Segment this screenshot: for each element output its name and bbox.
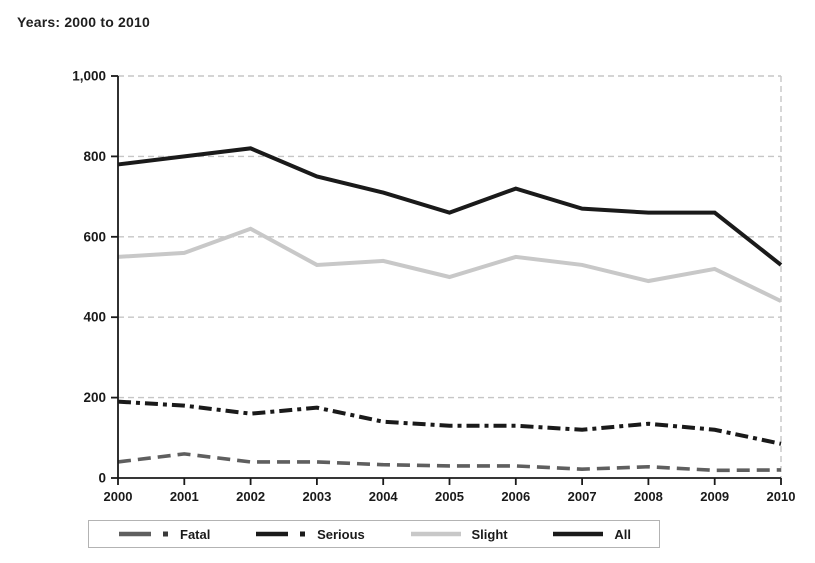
line-chart: 0 200 400 600 800 1,000 2000 2001 2002 2003 2004 20… <box>72 69 796 505</box>
x-axis-tick-label: 2009 <box>700 489 729 504</box>
legend-label-fatal: Fatal <box>180 526 211 542</box>
series-line-serious <box>117 399 782 446</box>
legend-label-serious: Serious <box>317 526 365 542</box>
x-axis-tick-label: 2008 <box>634 489 663 504</box>
x-axis-tick-label: 2003 <box>302 489 331 504</box>
serious-line-swatch-icon <box>256 531 306 537</box>
x-axis-tick-label: 2010 <box>767 489 796 504</box>
y-axis-tick-label: 1,000 <box>72 69 106 84</box>
legend-label-all: All <box>614 526 631 542</box>
fatal-line-swatch-icon <box>119 531 168 537</box>
x-axis-tick-label: 2005 <box>435 489 464 504</box>
y-axis-tick-label: 400 <box>83 310 106 325</box>
series-line-slight <box>117 226 782 303</box>
x-axis-tick-label: 2002 <box>236 489 265 504</box>
all-line-swatch-icon <box>553 531 604 537</box>
y-axis-tick-label: 600 <box>83 229 106 244</box>
chart-title: Years: 2000 to 2010 <box>17 14 151 30</box>
legend-item-fatal: Fatal <box>117 527 210 542</box>
x-axis-tick-label: 2006 <box>501 489 530 504</box>
y-axis-tick-label: 200 <box>83 390 106 405</box>
y-axis-tick-label: 0 <box>98 471 106 486</box>
y-axis-tick-label: 800 <box>83 149 106 164</box>
x-axis-tick-label: 2004 <box>369 489 399 504</box>
legend-item-serious: Serious <box>254 527 365 542</box>
series-line-all <box>117 146 783 267</box>
legend: Fatal Serious Slight All <box>88 520 660 548</box>
series-line-fatal <box>117 452 782 473</box>
x-axis-tick-label: 2000 <box>104 489 133 504</box>
slight-line-swatch-icon <box>410 531 461 537</box>
legend-item-all: All <box>551 527 631 542</box>
legend-label-slight: Slight <box>471 526 508 542</box>
x-axis-tick-label: 2007 <box>568 489 597 504</box>
x-axis-tick-label: 2001 <box>170 489 199 504</box>
legend-item-slight: Slight <box>409 527 508 542</box>
